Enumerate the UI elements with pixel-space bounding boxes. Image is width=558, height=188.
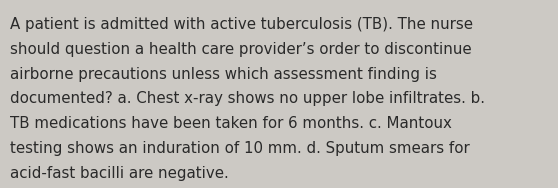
Text: acid-fast bacilli are negative.: acid-fast bacilli are negative. — [10, 166, 229, 181]
Text: airborne precautions unless which assessment finding is: airborne precautions unless which assess… — [10, 67, 437, 82]
Text: testing shows an induration of 10 mm. d. Sputum smears for: testing shows an induration of 10 mm. d.… — [10, 141, 470, 156]
Text: TB medications have been taken for 6 months. c. Mantoux: TB medications have been taken for 6 mon… — [10, 116, 452, 131]
Text: documented? a. Chest x-ray shows no upper lobe infiltrates. b.: documented? a. Chest x-ray shows no uppe… — [10, 91, 485, 106]
Text: should question a health care provider’s order to discontinue: should question a health care provider’s… — [10, 42, 472, 57]
Text: A patient is admitted with active tuberculosis (TB). The nurse: A patient is admitted with active tuberc… — [10, 17, 473, 32]
